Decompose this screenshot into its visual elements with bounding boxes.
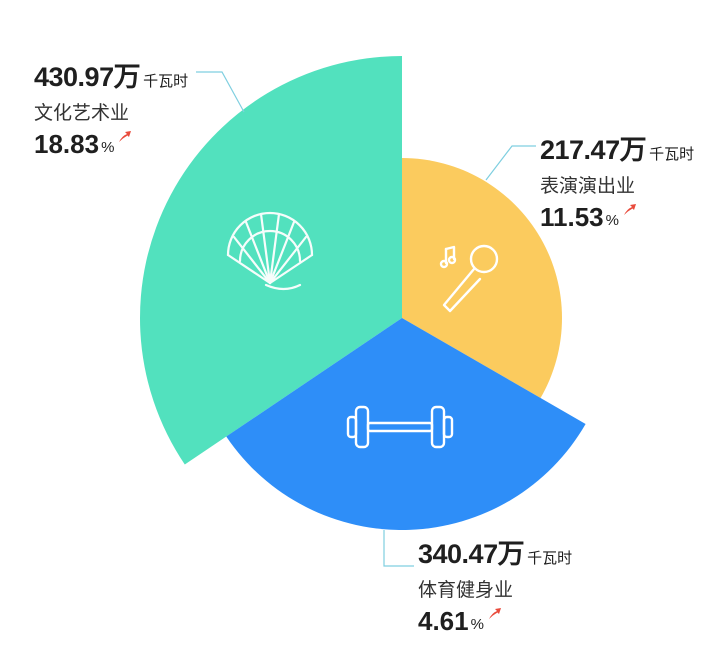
label-performing: 217.47万 千瓦时 表演演出业 11.53% — [540, 128, 694, 233]
category-sports-fitness: 体育健身业 — [418, 580, 514, 601]
up-arrow-icon — [488, 608, 501, 619]
value-performing: 217.47万 — [540, 135, 647, 165]
leader-culture-arts — [196, 71, 245, 113]
value-culture-arts: 430.97万 — [34, 62, 141, 92]
folding-fan-icon — [226, 211, 314, 291]
slice-performing — [402, 158, 562, 398]
percent-sign: % — [605, 212, 619, 229]
label-culture-arts: 430.97万 千瓦时 文化艺术业 18.83% — [34, 55, 188, 160]
label-sports-fitness: 340.47万 千瓦时 体育健身业 4.61% — [418, 532, 572, 637]
unit-performing: 千瓦时 — [649, 146, 695, 163]
dumbbell-icon — [346, 405, 454, 449]
growth-culture-arts: 18.83 — [34, 129, 100, 159]
unit-culture-arts: 千瓦时 — [143, 73, 189, 90]
growth-sports-fitness: 4.61 — [418, 606, 469, 636]
slice-culture-arts — [139, 56, 402, 465]
leader-lines — [196, 71, 536, 567]
value-sports-fitness: 340.47万 — [418, 539, 525, 569]
category-culture-arts: 文化艺术业 — [34, 103, 130, 124]
unit-sports-fitness: 千瓦时 — [527, 550, 573, 567]
category-performing: 表演演出业 — [540, 176, 636, 197]
up-arrow-icon — [119, 131, 132, 142]
percent-sign: % — [101, 139, 115, 156]
up-arrow-icon — [623, 204, 636, 215]
growth-performing: 11.53 — [540, 202, 604, 232]
microphone-icon — [439, 244, 499, 313]
slice-icons — [226, 211, 499, 449]
percent-sign: % — [470, 616, 484, 633]
leader-performing — [485, 145, 536, 181]
slices-group — [139, 56, 586, 531]
leader-sports-fitness — [383, 530, 414, 567]
